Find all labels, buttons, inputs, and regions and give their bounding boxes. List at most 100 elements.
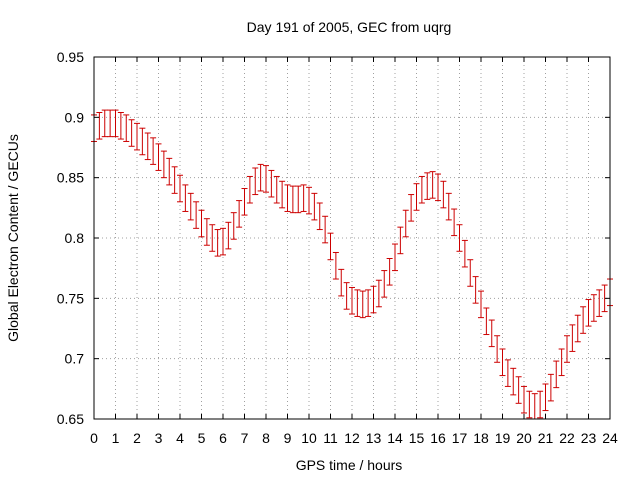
x-tick-label: 12: [344, 430, 360, 446]
data-point: [295, 185, 302, 214]
data-point: [289, 185, 296, 214]
x-tick-label: 18: [473, 430, 489, 446]
x-tick-label: 11: [323, 430, 338, 446]
y-tick-labels: 0.65 0.7 0.75 0.8 0.85 0.9 0.95: [57, 49, 84, 427]
data-point: [392, 243, 398, 272]
x-tick-label: 7: [241, 430, 249, 446]
x-tick-label: 0: [90, 430, 98, 446]
data-point: [365, 289, 372, 317]
data-point: [225, 221, 232, 250]
data-point: [472, 276, 479, 304]
x-tick-label: 15: [409, 430, 425, 446]
data-point: [558, 348, 565, 377]
data-point: [402, 209, 409, 238]
data-point: [488, 319, 495, 348]
y-tick-label: 0.8: [65, 230, 85, 246]
data-point: [408, 194, 415, 222]
x-tick-label: 21: [538, 430, 554, 446]
data-point: [537, 390, 544, 419]
data-point: [209, 224, 216, 252]
data-point: [155, 143, 162, 171]
x-tick-label: 1: [112, 430, 120, 446]
data-point: [300, 184, 307, 212]
x-tick-labels: 0 1 2 3 4 5 6 7 8 9 10 11 12 13 14 15 16 17 18 19 20 21 22 23 24: [90, 430, 618, 446]
y-tick-label: 0.85: [57, 170, 84, 186]
data-point: [257, 163, 264, 192]
data-point: [279, 180, 286, 209]
x-tick-label: 14: [387, 430, 403, 446]
data-point: [117, 112, 124, 140]
data-point: [553, 360, 560, 389]
data-point: [311, 192, 318, 221]
x-tick-label: 23: [581, 430, 597, 446]
y-tick-label: 0.7: [65, 351, 85, 367]
x-tick-label: 2: [133, 430, 141, 446]
x-tick-label: 17: [452, 430, 468, 446]
data-point: [483, 307, 490, 336]
data-point: [531, 393, 538, 419]
y-axis-label: Global Electron Content / GECUs: [5, 134, 21, 342]
data-point: [220, 227, 226, 256]
data-point: [580, 306, 587, 334]
data-point: [236, 200, 243, 228]
x-tick-label: 24: [602, 430, 618, 446]
data-point: [338, 268, 345, 297]
x-tick-label: 8: [262, 430, 270, 446]
data-point: [526, 390, 533, 419]
data-point: [230, 212, 237, 240]
data-point: [521, 385, 527, 414]
y-tick-label: 0.65: [57, 411, 84, 427]
data-point: [273, 175, 280, 204]
data-point: [139, 127, 146, 156]
error-bars: [91, 109, 613, 419]
data-point: [386, 258, 393, 286]
x-tick-label: 6: [219, 430, 227, 446]
data-point: [214, 229, 221, 257]
data-point: [332, 251, 339, 280]
data-point: [515, 376, 522, 404]
data-point: [440, 180, 447, 209]
data-point: [354, 289, 361, 317]
data-point: [461, 239, 468, 268]
x-tick-label: 16: [430, 430, 446, 446]
data-point: [160, 150, 167, 179]
data-point: [182, 184, 189, 212]
data-point: [144, 132, 151, 161]
x-tick-label: 22: [559, 430, 575, 446]
data-point: [424, 172, 431, 200]
y-tick-label: 0.95: [57, 49, 84, 65]
data-point: [193, 201, 200, 229]
grid: [94, 57, 610, 419]
x-tick-label: 3: [155, 430, 163, 446]
data-point: [569, 324, 576, 352]
data-point: [510, 367, 517, 396]
x-tick-label: 13: [366, 430, 382, 446]
data-point: [547, 373, 554, 402]
x-tick-label: 5: [198, 430, 206, 446]
data-point: [542, 383, 549, 412]
data-point: [574, 314, 581, 343]
data-point: [96, 112, 103, 140]
data-point: [504, 359, 511, 387]
data-point: [343, 282, 350, 310]
data-point: [596, 289, 603, 317]
data-point: [397, 226, 404, 255]
data-point: [198, 209, 205, 238]
data-point: [359, 290, 366, 319]
x-tick-label: 19: [495, 430, 511, 446]
data-point: [241, 188, 248, 216]
data-point: [171, 166, 178, 194]
data-point: [445, 192, 452, 221]
data-point: [284, 184, 291, 212]
data-point: [499, 348, 506, 377]
tick-marks: [93, 56, 611, 420]
data-point: [435, 173, 441, 202]
data-point: [252, 167, 259, 196]
data-point: [166, 157, 173, 186]
data-point: [478, 290, 484, 319]
data-point: [418, 175, 425, 204]
data-point: [150, 137, 157, 165]
data-point: [322, 215, 329, 244]
data-point: [316, 202, 323, 231]
